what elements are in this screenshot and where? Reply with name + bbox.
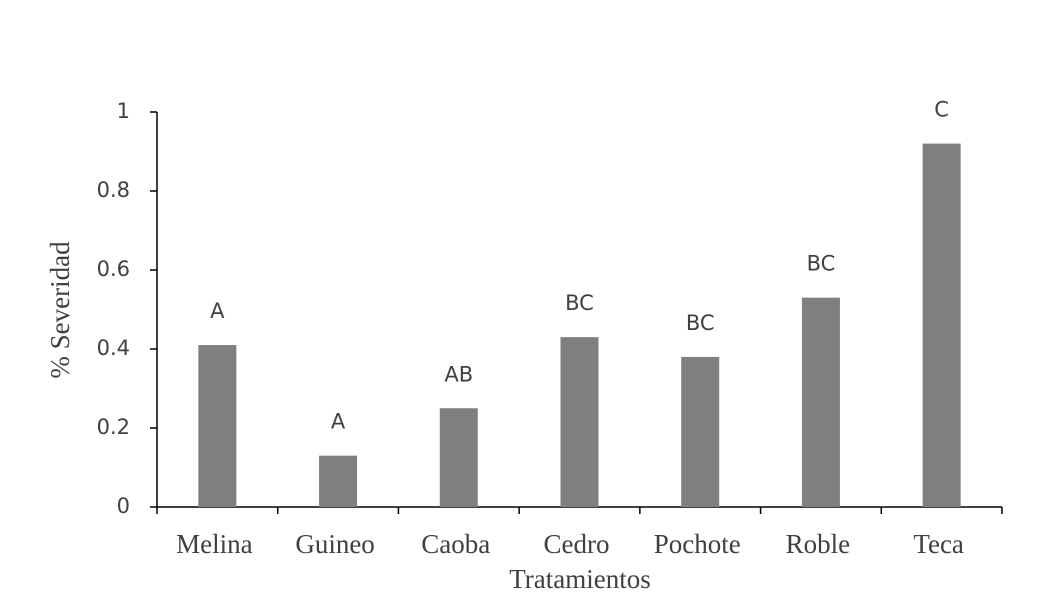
bar bbox=[681, 356, 720, 507]
x-tick-label: Pochote bbox=[654, 529, 741, 559]
bar bbox=[801, 297, 840, 507]
bar bbox=[439, 408, 478, 507]
bar bbox=[922, 143, 961, 507]
y-tick-label: 1 bbox=[117, 99, 130, 123]
x-axis-title: Tratamientos bbox=[509, 564, 651, 594]
bar bbox=[319, 455, 358, 507]
y-tick-label: 0.6 bbox=[97, 257, 130, 281]
x-tick-label: Teca bbox=[913, 529, 964, 559]
x-tick-label: Roble bbox=[786, 529, 851, 559]
annotation: BC bbox=[686, 311, 715, 335]
annotation: BC bbox=[807, 252, 836, 276]
y-axis-title: % Severidad bbox=[45, 241, 75, 379]
y-tick-label: 0.8 bbox=[97, 178, 130, 202]
bar bbox=[198, 345, 237, 507]
annotation: BC bbox=[565, 291, 594, 315]
y-tick-label: 0.4 bbox=[97, 336, 130, 360]
x-tick-label: Caoba bbox=[421, 529, 490, 559]
y-tick-label: 0 bbox=[117, 494, 130, 518]
annotation: AB bbox=[444, 362, 473, 386]
x-tick-label: Cedro bbox=[544, 529, 610, 559]
bar bbox=[560, 337, 599, 507]
annotation: A bbox=[331, 410, 346, 434]
x-tick-label: Guineo bbox=[295, 529, 374, 559]
annotation: A bbox=[210, 299, 225, 323]
y-tick-label: 0.2 bbox=[97, 415, 130, 439]
x-tick-label: Melina bbox=[176, 529, 252, 559]
annotation: C bbox=[934, 98, 949, 122]
